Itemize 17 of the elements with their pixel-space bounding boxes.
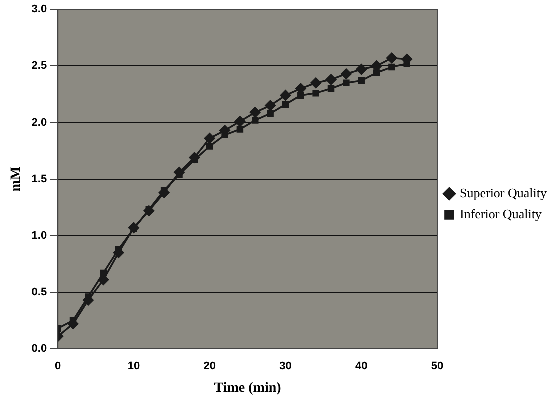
y-tick-label: 1.5	[32, 173, 48, 186]
legend-label: Superior Quality	[460, 185, 548, 200]
x-tick-label: 50	[431, 360, 444, 373]
x-axis-title: Time (min)	[214, 381, 282, 396]
y-tick-label: 2.0	[32, 116, 48, 129]
x-tick-label: 0	[55, 360, 62, 373]
legend-label: Inferior Quality	[460, 206, 542, 222]
y-axis-title: mM	[9, 166, 24, 192]
y-tick-label: 3.0	[32, 4, 48, 16]
y-tick-label: 1.0	[32, 230, 48, 242]
y-tick-label: 2.5	[32, 60, 48, 72]
x-tick-label: 10	[128, 360, 140, 373]
x-tick-label: 40	[355, 360, 368, 373]
x-tick-label: 30	[280, 360, 292, 373]
y-tick-label: 0.5	[32, 286, 48, 298]
y-tick-label: 0.0	[32, 343, 48, 356]
x-tick-label: 20	[204, 360, 216, 373]
